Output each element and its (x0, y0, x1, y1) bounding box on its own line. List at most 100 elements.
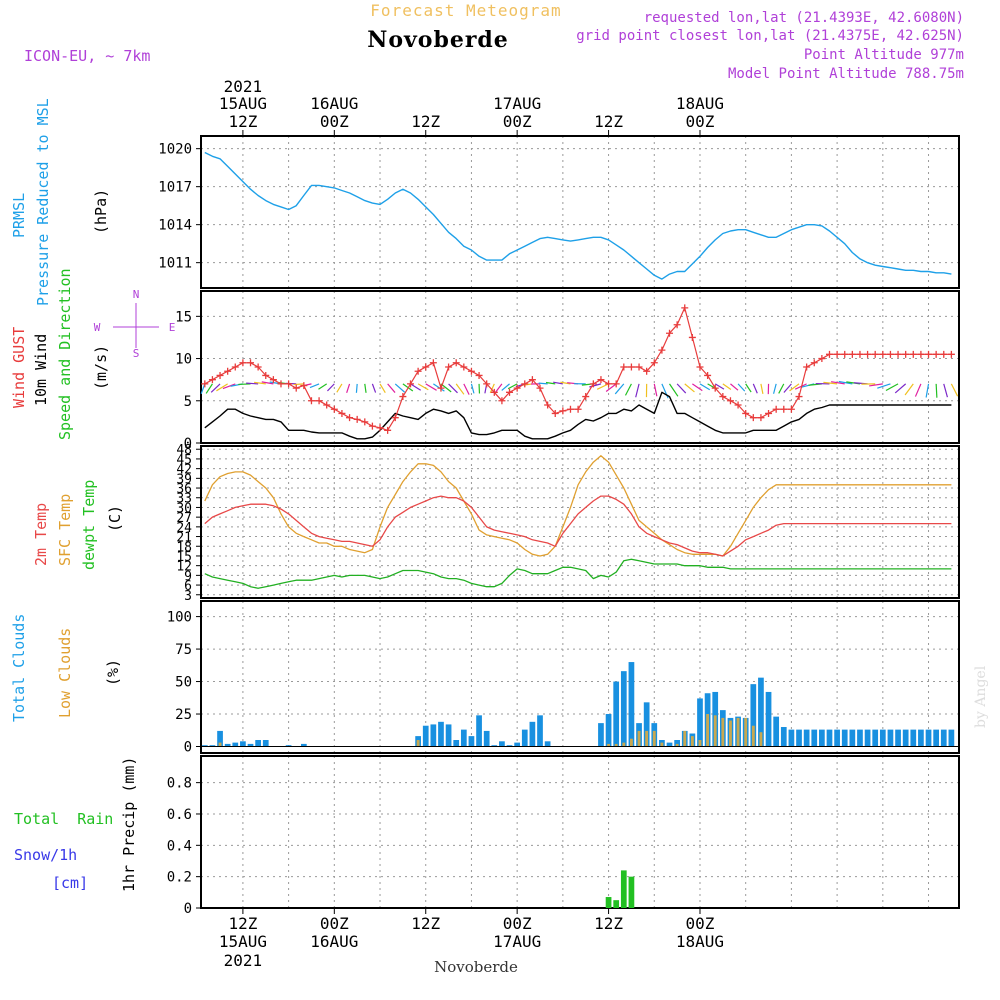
low-cloud-bar (706, 714, 710, 747)
wind-arrow (605, 383, 617, 392)
gust-marker (627, 363, 635, 371)
grid-point-coords: grid point closest lon,lat (21.4375E, 42… (576, 28, 964, 44)
gust-marker (330, 405, 338, 413)
gust-marker (643, 367, 651, 375)
temp-y-tick-label: 21 (176, 531, 192, 546)
gust-marker (536, 384, 544, 392)
top-date-label: 16AUG (310, 94, 358, 113)
gust-marker (224, 367, 232, 375)
wind-panel: 0 5 10 15 (175, 290, 960, 452)
gust-marker (254, 363, 262, 371)
gust-marker (711, 384, 719, 392)
wind-arrow (714, 383, 725, 390)
bottom-date-label: 16AUG (310, 932, 358, 951)
prmsl-y-tick-label: 1011 (158, 256, 192, 272)
wind-arrow (222, 383, 236, 390)
wind-arrow (293, 383, 304, 386)
total-cloud-bar (887, 729, 894, 747)
gust-marker (856, 350, 864, 358)
wind-arrow (507, 383, 518, 390)
bottom-hour-label: 12Z (594, 914, 623, 933)
bottom-date-label: 17AUG (493, 932, 541, 951)
gust-marker (475, 371, 483, 379)
gust-marker (909, 350, 917, 358)
total-cloud-bar (430, 724, 437, 747)
gust-marker (620, 363, 628, 371)
wind-arrow (379, 383, 386, 393)
gust-marker (406, 380, 414, 388)
gust-marker (292, 384, 300, 392)
wind-frame (200, 290, 960, 444)
wind-arrow (309, 383, 320, 389)
wind-arrow (463, 383, 470, 395)
low-cloud-bar (751, 725, 755, 747)
gust-marker (886, 350, 894, 358)
total-cloud-bar (491, 745, 498, 747)
temp-y-tick-label: 42 (176, 463, 192, 478)
wind-arrow (831, 381, 845, 385)
wind-arrow (205, 383, 213, 394)
wind-arrow (538, 382, 548, 385)
total-cloud-bar (879, 729, 886, 747)
temp-y-tick-label: 12 (176, 560, 192, 575)
compass-e: E (169, 321, 176, 334)
top-hour-label: 00Z (686, 112, 715, 131)
wind-arrow (371, 383, 377, 393)
wind-arrow (752, 383, 758, 394)
total-cloud-bar (773, 716, 780, 747)
gust-marker (947, 350, 955, 358)
gust-marker (346, 414, 354, 422)
total-cloud-bar (445, 724, 452, 747)
bottom-date-label: 15AUG (219, 932, 267, 951)
gust-marker (742, 409, 750, 417)
gust-marker (422, 363, 430, 371)
model-altitude: Model Point Altitude 788.75m (728, 66, 964, 82)
wind-arrow (789, 383, 800, 392)
temp-y-tick-label: 33 (176, 492, 192, 507)
low-cloud-bar (652, 730, 656, 747)
bottom-hour-label: 12Z (411, 914, 440, 933)
compass-n: N (133, 288, 140, 301)
wind-arrow (635, 383, 640, 398)
top-date-label: 18AUG (676, 94, 724, 113)
wind-arrow (254, 381, 266, 385)
gust-marker (277, 380, 285, 388)
gust-marker (940, 350, 948, 358)
gust-marker (612, 380, 620, 388)
precip-y-tick-label: 0 (184, 901, 192, 917)
bottom-hour-label: 00Z (686, 914, 715, 933)
wind-arrow (772, 383, 777, 394)
chart-layers: 1011101410171020051015369121518212427303… (158, 77, 960, 970)
wind-arrow (394, 383, 406, 393)
prmsl-unit: (hPa) (92, 189, 110, 234)
low-cloud-bar (690, 736, 694, 747)
gust-marker (208, 376, 216, 384)
wind-arrow (238, 383, 251, 386)
gust-marker (513, 384, 521, 392)
gust-marker (658, 346, 666, 354)
total-cloud-bar (758, 677, 764, 747)
low-cloud-bar (660, 742, 664, 747)
low-cloud-bar (675, 743, 679, 747)
wind-direction-label: Speed and Direction (56, 268, 74, 440)
total-cloud-bar (864, 729, 871, 747)
gust-marker (551, 409, 559, 417)
gust-marker (833, 350, 841, 358)
wind-arrow (943, 383, 949, 398)
total-cloud-bar (834, 729, 840, 747)
total-cloud-bar (750, 684, 757, 747)
low-cloud-bar (736, 717, 740, 747)
total-cloud-bar (514, 742, 521, 747)
gust-marker (506, 388, 514, 396)
gust-marker (239, 359, 247, 367)
clouds-y-tick-label: 0 (184, 740, 192, 756)
wind-arrow (501, 383, 510, 391)
total-cloud-bar (803, 729, 810, 747)
wind-arrow (545, 381, 556, 385)
gust-marker (795, 393, 803, 401)
low-cloud-bar (416, 740, 420, 747)
low-cloud-bar (629, 738, 633, 747)
total-cloud-bar (537, 715, 543, 747)
gust-marker (589, 380, 597, 388)
rain-bar (605, 897, 612, 908)
